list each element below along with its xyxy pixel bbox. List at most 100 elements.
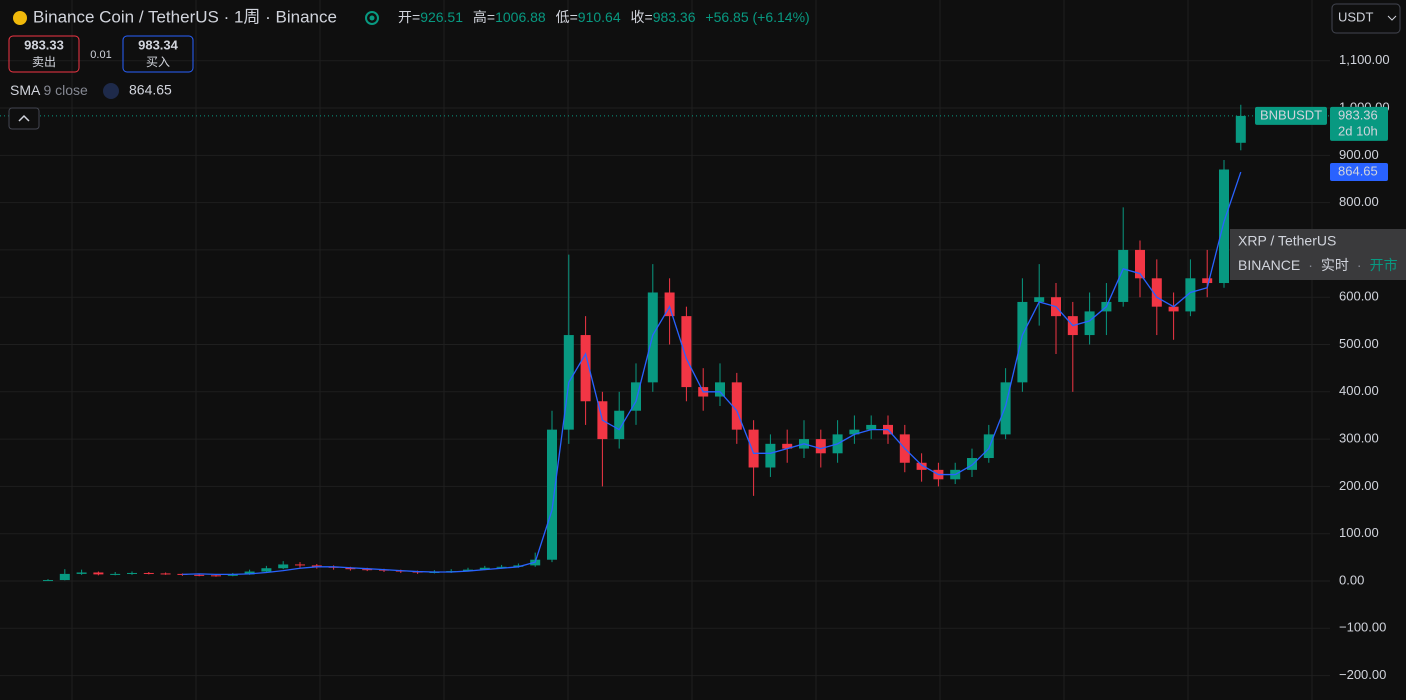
symbol-tag-label: BNBUSDT xyxy=(1260,107,1322,122)
candle-body xyxy=(1135,249,1145,279)
sell-price[interactable]: 983.33 xyxy=(24,37,64,52)
candle-body xyxy=(547,429,557,560)
indicator-params: 9 close xyxy=(43,82,88,98)
ohlc-label: 开= xyxy=(398,9,420,25)
tooltip: XRP / TetherUS BINANCE · 实时 · 开市 xyxy=(1230,229,1406,280)
candle-body xyxy=(631,382,641,411)
sell-label[interactable]: 卖出 xyxy=(32,55,56,69)
candle-body xyxy=(43,580,53,582)
ohlc-value: 1006.88 xyxy=(495,9,546,25)
y-tick-label: 1,100.00 xyxy=(1339,52,1390,67)
candle-body xyxy=(782,443,793,449)
indicator-value: 864.65 xyxy=(129,82,172,98)
candle-body xyxy=(1118,249,1129,302)
candle-body xyxy=(1151,278,1162,307)
candle-body xyxy=(1017,301,1028,383)
chart-title: Binance Coin / TetherUS · 1周 · Binance xyxy=(33,7,337,26)
ohlc-value: 910.64 xyxy=(578,9,621,25)
y-tick-label: −100.00 xyxy=(1339,620,1386,635)
candle-body xyxy=(227,574,238,576)
ohlc-value: 983.36 xyxy=(653,9,696,25)
change: +56.85 (+6.14%) xyxy=(705,9,809,25)
candle-body xyxy=(580,335,591,402)
candle-body xyxy=(244,571,255,575)
candle-body xyxy=(1000,382,1011,435)
candle-body xyxy=(177,573,188,575)
ohlc-label: 收= xyxy=(631,9,653,25)
y-tick-label: 900.00 xyxy=(1339,147,1379,162)
y-tick-label: 400.00 xyxy=(1339,383,1379,398)
indicator-name: SMA xyxy=(10,82,41,98)
spread: 0.01 xyxy=(90,49,111,61)
candle-body xyxy=(211,575,221,577)
symbol-tag xyxy=(1255,106,1327,125)
candle-body xyxy=(715,382,725,397)
candle-body xyxy=(1219,169,1229,284)
candle-body xyxy=(160,573,171,575)
candle-body xyxy=(765,443,776,468)
candle-body xyxy=(479,567,490,570)
candle-body xyxy=(463,569,473,572)
candle-body xyxy=(345,567,356,570)
candle-body xyxy=(295,564,305,566)
candle-body xyxy=(849,429,860,435)
ohlc-value: 926.51 xyxy=(420,9,463,25)
collapse-button[interactable] xyxy=(8,107,40,130)
price-tag-label: 983.36 xyxy=(1338,107,1378,122)
buy-label[interactable]: 买入 xyxy=(146,55,170,69)
candle-body xyxy=(916,462,927,470)
candle-body xyxy=(59,573,70,581)
tooltip-box xyxy=(1230,229,1406,280)
sma-line xyxy=(182,171,1242,576)
indicator-legend: SMA 9 close xyxy=(10,82,88,98)
sell-button[interactable] xyxy=(8,35,80,73)
buy-button[interactable] xyxy=(122,35,194,73)
candle-body xyxy=(967,458,977,470)
candle-body xyxy=(1168,306,1179,312)
candle-body xyxy=(110,573,121,575)
y-tick-label: 100.00 xyxy=(1339,525,1379,540)
y-tick-label: 500.00 xyxy=(1339,336,1379,351)
price-tag xyxy=(1330,106,1388,141)
y-tick-label: 300.00 xyxy=(1339,431,1379,446)
candle-body xyxy=(127,572,137,574)
tooltip-info: BINANCE · 实时 · 开市 xyxy=(1238,257,1398,273)
candle-body xyxy=(748,429,759,468)
countdown: 2d 10h xyxy=(1338,123,1378,138)
indicator-icon[interactable] xyxy=(103,83,119,99)
ohlc-label: 低= xyxy=(556,9,578,25)
candle-body xyxy=(496,566,507,568)
candle-body xyxy=(76,572,87,574)
candle-body xyxy=(93,572,104,575)
status-dot xyxy=(365,11,379,25)
ohlc-legend: 开=926.51 高=1006.88 低=910.64 收=983.36 +56… xyxy=(398,9,810,25)
separator: · xyxy=(1357,257,1362,273)
currency-select[interactable] xyxy=(1331,3,1401,34)
buy-price[interactable]: 983.34 xyxy=(138,37,179,52)
candle-body xyxy=(143,572,154,574)
candle-body xyxy=(614,410,625,440)
tooltip-status: 开市 xyxy=(1370,257,1398,273)
y-tick-label: 800.00 xyxy=(1339,194,1379,209)
candle-body xyxy=(1235,115,1246,143)
candle-body xyxy=(1202,278,1213,284)
candle-body xyxy=(681,316,692,388)
tooltip-title: XRP / TetherUS xyxy=(1238,233,1336,249)
y-tick-label: 200.00 xyxy=(1339,478,1379,493)
dropdown-icon xyxy=(1387,15,1397,21)
candle-body xyxy=(664,292,675,317)
candle-body xyxy=(1034,297,1045,302)
candle-body xyxy=(983,434,994,459)
currency[interactable]: USDT xyxy=(1338,9,1373,24)
y-tick-label: 600.00 xyxy=(1339,289,1379,304)
candle-body xyxy=(261,568,272,572)
plot xyxy=(0,104,1330,582)
y-tick-label: 0.00 xyxy=(1339,572,1364,587)
ohlc-label: 高= xyxy=(473,9,495,25)
symbol-icon xyxy=(13,11,27,25)
